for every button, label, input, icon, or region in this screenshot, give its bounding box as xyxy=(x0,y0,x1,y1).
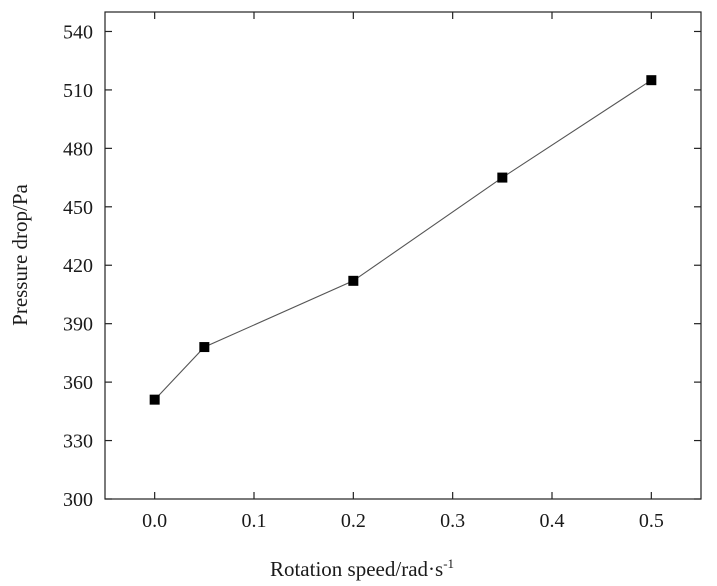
x-tick-label: 0.2 xyxy=(341,510,366,532)
y-axis-title: Pressure drop/Pa xyxy=(8,183,32,325)
y-tick-label: 330 xyxy=(63,431,93,453)
x-tick-label: 0.3 xyxy=(440,510,465,532)
ticks xyxy=(105,12,701,500)
data-point xyxy=(348,275,359,286)
tick-labels: 0.0 0.1 0.2 0.3 0.4 0.5 300 330 360 390 420 450 480 5… xyxy=(63,21,664,532)
x-axis-title-superscript: -1 xyxy=(443,556,454,571)
data-point xyxy=(149,394,160,405)
y-tick-label: 390 xyxy=(63,314,93,336)
y-tick-label: 510 xyxy=(63,80,93,102)
y-tick-label: 300 xyxy=(63,489,93,511)
series-line xyxy=(154,79,652,401)
y-tick-label: 360 xyxy=(63,372,93,394)
x-axis-title: Rotation speed/rad·s-1 xyxy=(270,556,454,581)
y-tick-label: 540 xyxy=(63,21,93,43)
data-point xyxy=(646,75,657,86)
x-tick-label: 0.4 xyxy=(540,510,565,532)
x-tick-label: 0.5 xyxy=(639,510,664,532)
y-tick-label: 480 xyxy=(63,138,93,160)
markers xyxy=(149,75,657,405)
x-tick-label: 0.0 xyxy=(142,510,167,532)
data-point xyxy=(199,342,210,353)
x-tick-label: 0.1 xyxy=(242,510,267,532)
data-point xyxy=(497,172,508,183)
plot-frame xyxy=(104,11,702,500)
x-axis-title-text: Rotation speed/rad·s xyxy=(270,557,443,581)
y-tick-label: 420 xyxy=(63,255,93,277)
y-tick-label: 450 xyxy=(63,197,93,219)
